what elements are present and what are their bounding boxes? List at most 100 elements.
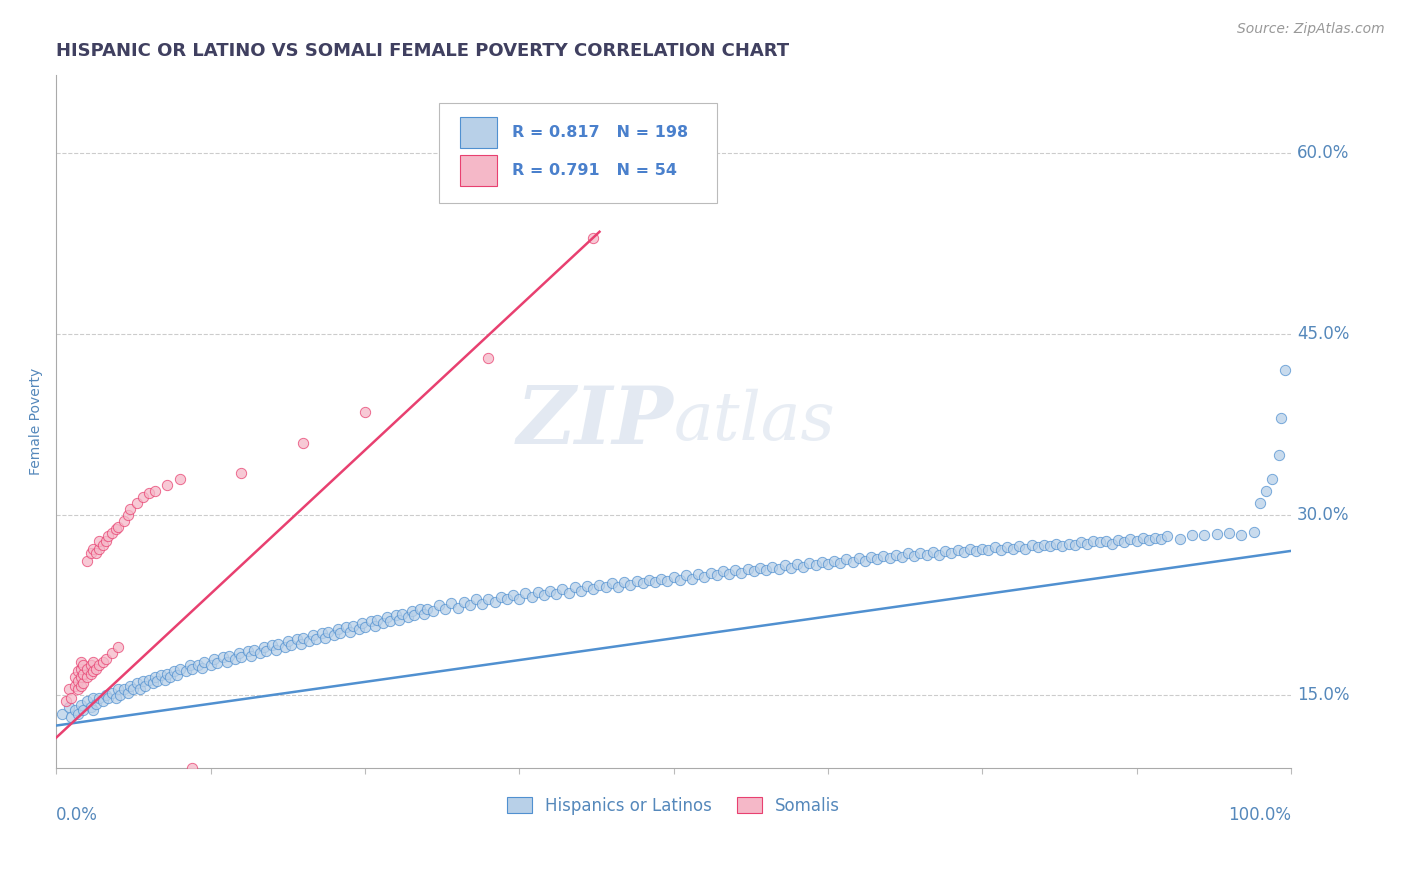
Point: [866, 552, 889, 566]
Point: [1218, 525, 1240, 540]
Point: [792, 559, 814, 574]
Point: [853, 553, 876, 567]
Point: [1194, 528, 1216, 542]
Point: [384, 607, 406, 622]
Point: [231, 649, 253, 664]
Point: [706, 568, 728, 582]
Text: 0.0%: 0.0%: [56, 805, 98, 824]
Point: [366, 613, 388, 627]
Point: [477, 351, 499, 366]
Point: [58, 682, 80, 697]
Point: [84, 697, 107, 711]
Point: [1107, 533, 1129, 547]
Point: [484, 594, 506, 608]
Point: [143, 483, 166, 498]
Point: [138, 673, 160, 687]
Point: [121, 682, 143, 697]
Point: [1088, 535, 1111, 549]
Point: [174, 665, 197, 679]
Point: [1230, 528, 1253, 542]
Point: [228, 646, 250, 660]
Point: [80, 658, 103, 673]
Text: 15.0%: 15.0%: [1298, 687, 1350, 705]
Point: [1125, 534, 1147, 549]
Point: [1205, 527, 1227, 541]
Point: [153, 673, 176, 687]
Point: [1057, 537, 1080, 551]
Point: [94, 652, 117, 666]
Point: [101, 646, 124, 660]
Point: [600, 576, 623, 591]
Point: [146, 673, 169, 688]
Point: [388, 613, 411, 627]
Point: [181, 662, 204, 676]
Point: [841, 555, 863, 569]
Point: [67, 673, 90, 688]
Point: [117, 508, 139, 522]
Point: [1026, 541, 1049, 555]
Point: [569, 583, 592, 598]
Point: [675, 568, 697, 582]
Point: [688, 566, 710, 581]
Point: [520, 590, 543, 604]
Point: [63, 670, 86, 684]
Point: [104, 522, 127, 536]
Point: [58, 700, 80, 714]
Text: HISPANIC OR LATINO VS SOMALI FEMALE POVERTY CORRELATION CHART: HISPANIC OR LATINO VS SOMALI FEMALE POVE…: [56, 42, 789, 60]
Point: [662, 570, 685, 584]
Point: [94, 534, 117, 549]
Point: [360, 614, 382, 628]
Point: [298, 634, 321, 648]
Point: [169, 662, 191, 676]
Point: [179, 658, 201, 673]
Point: [817, 557, 839, 571]
Point: [181, 761, 204, 775]
Point: [302, 628, 325, 642]
Point: [117, 686, 139, 700]
Point: [409, 601, 432, 615]
Point: [63, 703, 86, 717]
Text: R = 0.817   N = 198: R = 0.817 N = 198: [512, 125, 688, 140]
Point: [125, 676, 148, 690]
Point: [582, 231, 605, 245]
Text: 100.0%: 100.0%: [1227, 805, 1291, 824]
Point: [200, 658, 222, 673]
Point: [1070, 535, 1092, 549]
Point: [453, 594, 475, 608]
Point: [82, 703, 104, 717]
Point: [422, 604, 444, 618]
Point: [280, 638, 302, 652]
Point: [364, 618, 387, 632]
Point: [718, 566, 741, 581]
Point: [205, 656, 228, 670]
Point: [972, 541, 994, 556]
Point: [897, 546, 920, 560]
Point: [928, 548, 950, 562]
Point: [638, 573, 661, 587]
Point: [934, 544, 956, 558]
Point: [1249, 496, 1271, 510]
Point: [489, 590, 512, 604]
Point: [273, 640, 295, 655]
Point: [193, 655, 215, 669]
Point: [910, 546, 932, 560]
Point: [749, 561, 772, 575]
Point: [761, 559, 783, 574]
Point: [773, 558, 796, 573]
Point: [515, 586, 537, 600]
Point: [267, 637, 290, 651]
Point: [70, 662, 93, 676]
Point: [70, 679, 93, 693]
Point: [166, 668, 188, 682]
Point: [89, 690, 111, 705]
Point: [80, 700, 103, 714]
Point: [91, 538, 114, 552]
Point: [737, 562, 759, 576]
Point: [533, 589, 555, 603]
Point: [1267, 448, 1289, 462]
Point: [142, 676, 165, 690]
Point: [471, 597, 494, 611]
Point: [253, 640, 276, 655]
Point: [1052, 539, 1074, 553]
Point: [631, 576, 654, 591]
